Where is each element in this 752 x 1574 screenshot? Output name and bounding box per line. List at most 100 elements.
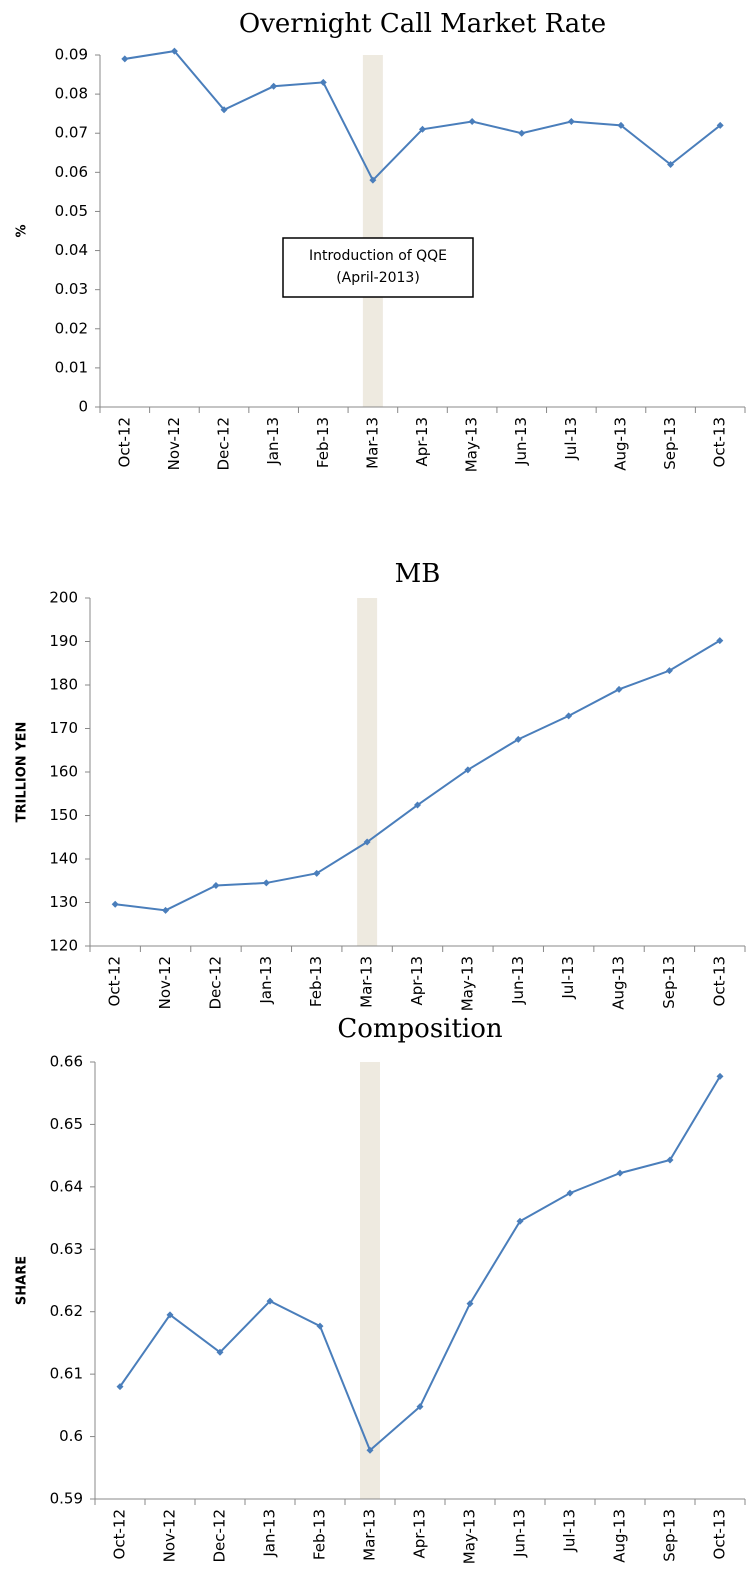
data-point	[116, 1383, 124, 1391]
x-tick-label: May-13	[458, 956, 476, 1011]
data-point	[667, 161, 675, 169]
y-tick-label: 0.6	[59, 1427, 83, 1445]
data-point	[366, 1446, 374, 1454]
x-tick-label: Sep-13	[661, 417, 679, 470]
y-tick-label: 0.64	[50, 1177, 83, 1195]
x-tick-label: Sep-13	[661, 1509, 679, 1562]
data-point	[464, 766, 472, 774]
x-tick-label: May-13	[463, 417, 481, 472]
y-tick-label: 0.02	[55, 319, 88, 337]
x-tick-label: Mar-13	[361, 1509, 379, 1561]
x-tick-label: Dec-12	[215, 417, 233, 471]
data-point	[111, 900, 119, 908]
y-tick-label: 0.07	[55, 124, 88, 142]
y-axis-label: SHARE	[15, 1256, 30, 1305]
x-tick-label: Feb-13	[311, 1509, 329, 1560]
data-point	[567, 117, 575, 125]
x-tick-label: Aug-13	[611, 417, 629, 471]
data-point	[316, 1322, 324, 1330]
x-tick-label: Mar-13	[358, 956, 376, 1008]
data-point	[266, 1297, 274, 1305]
y-tick-label: 0.66	[50, 1053, 83, 1071]
data-point	[416, 1403, 424, 1411]
y-tick-label: 120	[49, 937, 78, 955]
y-tick-label: 0.01	[55, 358, 88, 376]
data-line	[115, 639, 721, 912]
data-point	[566, 1189, 574, 1197]
y-tick-label: 170	[49, 719, 78, 737]
x-tick-label: Jan-13	[257, 956, 275, 1005]
data-line	[119, 1075, 721, 1452]
y-tick-label: 0	[78, 398, 88, 416]
highlight-band	[360, 1062, 380, 1499]
y-tick-label: 150	[49, 806, 78, 824]
x-tick-label: Jan-13	[264, 417, 282, 466]
data-point	[270, 82, 278, 90]
x-tick-label: Apr-13	[413, 417, 431, 467]
data-point	[414, 801, 421, 809]
data-point	[369, 176, 377, 184]
data-point	[220, 106, 228, 114]
data-point	[617, 121, 625, 129]
x-tick-label: Dec-12	[206, 956, 224, 1010]
y-tick-label: 0.04	[55, 241, 88, 259]
x-tick-label: Jul-13	[562, 417, 580, 461]
data-point	[212, 882, 220, 890]
x-tick-label: Nov-12	[156, 956, 174, 1009]
x-tick-label: Nov-12	[165, 417, 183, 470]
annotation-box	[282, 237, 474, 298]
data-point	[615, 685, 623, 693]
x-tick-label: Oct-13	[711, 1509, 729, 1559]
y-axis-label: TRILLION YEN	[15, 722, 30, 823]
data-point	[216, 1348, 224, 1356]
data-point	[419, 125, 426, 133]
x-tick-label: Apr-13	[411, 1509, 429, 1559]
x-tick-label: Feb-13	[314, 417, 332, 468]
data-point	[716, 1072, 724, 1080]
data-point	[716, 121, 724, 129]
annotation-text: (April-2013)	[336, 270, 420, 286]
y-tick-label: 200	[49, 589, 78, 607]
annotation: Introduction of QQE (April-2013)	[282, 237, 474, 298]
x-tick-label: Dec-12	[211, 1509, 229, 1563]
data-point	[514, 735, 522, 743]
y-tick-label: 0.62	[50, 1302, 83, 1320]
x-tick-label: Jun-13	[511, 1509, 529, 1558]
chart-title: Composition	[337, 1014, 503, 1044]
x-tick-label: Oct-13	[710, 956, 728, 1006]
y-tick-label: 130	[49, 893, 78, 911]
x-tick-label: Oct-12	[115, 417, 133, 467]
x-tick-label: Nov-12	[161, 1509, 179, 1562]
data-point	[319, 78, 327, 86]
x-tick-label: Oct-12	[106, 956, 124, 1006]
data-point	[666, 1156, 674, 1164]
data-point	[262, 879, 270, 887]
x-tick-label: Oct-12	[111, 1509, 129, 1559]
data-point	[121, 55, 129, 63]
y-tick-label: 180	[49, 676, 78, 694]
highlight-band	[357, 598, 378, 946]
data-point	[616, 1169, 624, 1177]
data-point	[716, 637, 724, 645]
y-tick-label: 0.03	[55, 280, 88, 298]
x-tick-label: Feb-13	[307, 956, 325, 1007]
data-point	[518, 129, 526, 137]
data-point	[516, 1217, 524, 1225]
y-tick-label: 0.08	[55, 85, 88, 103]
data-point	[170, 47, 178, 55]
data-point	[313, 869, 321, 877]
x-tick-label: Oct-13	[711, 417, 729, 467]
data-point	[665, 667, 673, 675]
data-point	[468, 117, 476, 125]
y-tick-label: 0.09	[55, 46, 88, 64]
x-tick-label: Jul-13	[559, 956, 577, 1000]
x-tick-label: Apr-13	[408, 956, 426, 1006]
x-tick-label: Jul-13	[561, 1509, 579, 1553]
data-point	[565, 712, 573, 720]
chart-title: Overnight Call Market Rate	[239, 9, 606, 39]
y-tick-label: 160	[49, 763, 78, 781]
x-tick-label: Sep-13	[660, 956, 678, 1009]
y-axis-label: %	[15, 224, 30, 237]
y-tick-label: 0.06	[55, 163, 88, 181]
